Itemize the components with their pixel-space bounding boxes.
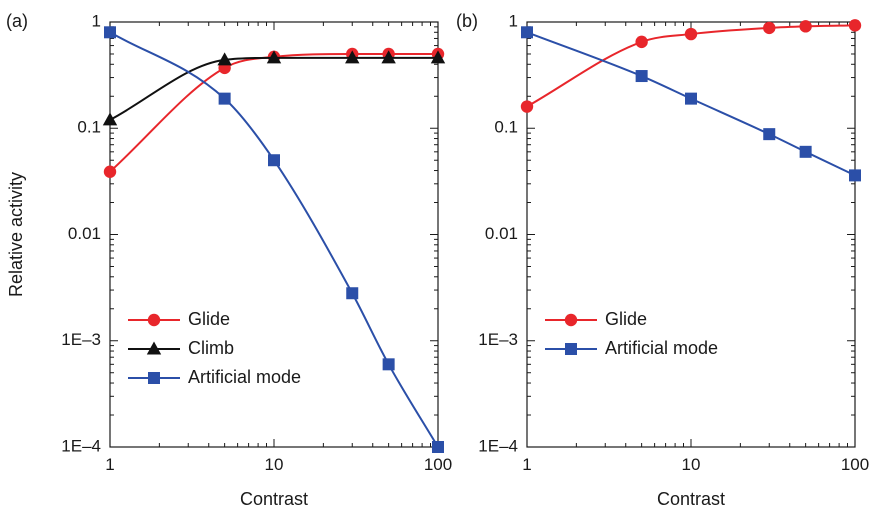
panel-label: (b) (456, 11, 478, 31)
data-point (763, 128, 776, 141)
data-point (763, 21, 776, 35)
data-point (848, 19, 862, 32)
x-tick-label: 100 (424, 455, 452, 474)
x-tick-label: 10 (265, 455, 284, 474)
y-tick-label: 1E–3 (478, 330, 518, 349)
x-tick-label: 100 (841, 455, 869, 474)
data-point (345, 50, 360, 64)
data-point (102, 112, 118, 126)
data-point (430, 50, 446, 64)
legend-swatch-marker (564, 313, 578, 327)
series-climb (102, 50, 446, 126)
data-point (382, 358, 395, 371)
data-point (799, 145, 812, 158)
data-point (684, 27, 698, 41)
legend-item: Glide (128, 309, 230, 329)
y-tick-label: 0.01 (485, 224, 518, 243)
legend-label: Artificial mode (605, 338, 718, 358)
y-tick-label: 1 (92, 11, 101, 30)
data-point (849, 169, 861, 182)
data-point (104, 26, 116, 39)
y-tick-label: 1E–3 (61, 330, 101, 349)
legend: Glide Artificial mode (545, 309, 718, 358)
data-point (799, 20, 812, 33)
panel-a: (a) 1 10 100 1E–4 1E–3 0.01 0.1 1 Contrast Relativ… (6, 11, 452, 509)
data-point (520, 100, 534, 113)
legend-swatch-marker (565, 343, 577, 355)
data-point (381, 50, 396, 64)
x-axis-title: Contrast (240, 489, 308, 509)
legend-swatch-marker (146, 341, 162, 355)
x-tick-label: 10 (682, 455, 701, 474)
y-tick-label: 0.1 (77, 118, 101, 137)
series-line (109, 52, 438, 173)
legend-item: Artificial mode (545, 338, 718, 358)
legend-swatch-marker (147, 313, 161, 327)
y-tick-label: 0.01 (68, 224, 101, 243)
legend-item: Artificial mode (128, 367, 301, 387)
panel-label: (a) (6, 11, 28, 31)
panel-b: (b) 1 10 100 1E–4 1E–3 0.01 0.1 1 Contrast Glide Ar… (456, 11, 869, 509)
x-tick-label: 1 (105, 455, 114, 474)
y-tick-label: 0.1 (494, 118, 518, 137)
series-artificial-mode (521, 26, 861, 182)
series-artificial-mode (104, 26, 444, 453)
series-glide (520, 19, 862, 113)
legend-label: Artificial mode (188, 367, 301, 387)
data-point (635, 35, 648, 49)
tick-marks (526, 22, 855, 448)
legend-label: Glide (188, 309, 230, 329)
legend-label: Climb (188, 338, 234, 358)
data-point (217, 52, 232, 66)
y-axis-title: Relative activity (6, 172, 26, 297)
y-tick-label: 1E–4 (478, 436, 518, 455)
legend-item: Climb (128, 338, 234, 358)
y-tick-label: 1E–4 (61, 436, 101, 455)
data-point (685, 92, 697, 105)
legend-swatch-marker (148, 372, 160, 384)
legend-label: Glide (605, 309, 647, 329)
legend-item: Glide (545, 309, 647, 329)
data-point (218, 92, 231, 105)
y-tick-label: 1 (509, 11, 518, 30)
x-axis-title: Contrast (657, 489, 725, 509)
x-tick-label: 1 (522, 455, 531, 474)
data-point (635, 70, 648, 83)
data-point (103, 165, 117, 178)
data-point (268, 154, 280, 167)
plot-frame (526, 21, 856, 448)
data-point (266, 50, 282, 64)
data-point (346, 287, 359, 300)
data-point (432, 441, 444, 453)
series-line (109, 56, 438, 121)
data-point (521, 26, 533, 39)
legend: Glide Climb Artificial mode (128, 309, 301, 387)
